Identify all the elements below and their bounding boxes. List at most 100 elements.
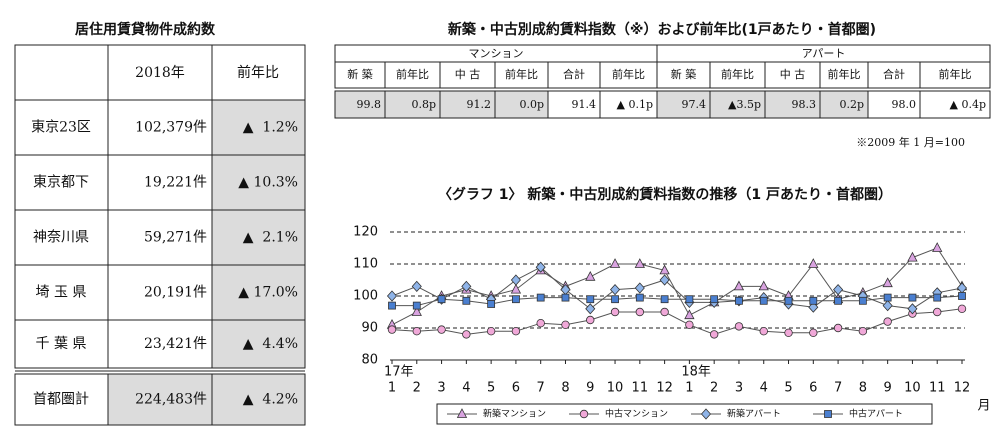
column-header: 合計 [563, 67, 585, 81]
marker [733, 280, 745, 291]
series-line [391, 247, 963, 326]
table-cell [334, 61, 386, 89]
x-tick-label: 5 [784, 381, 792, 396]
marker [634, 258, 645, 268]
marker [437, 295, 446, 304]
marker [882, 277, 893, 288]
marker [907, 251, 918, 262]
marker [536, 293, 545, 302]
table-cell [211, 209, 306, 266]
count-value: 19,221件 [144, 175, 207, 191]
column-header: 合計 [883, 67, 905, 81]
column-header: 新 築 [347, 67, 373, 81]
table-cell [334, 90, 386, 119]
x-tick-label: 2 [710, 381, 718, 396]
marker [512, 295, 520, 304]
table-cell [709, 61, 766, 89]
table-cell [867, 90, 921, 119]
marker [710, 295, 719, 304]
marker [610, 307, 620, 317]
marker [685, 295, 694, 304]
table-cell [211, 264, 306, 321]
marker [809, 328, 818, 337]
table-cell [107, 209, 213, 266]
index-value: ▲3.5p [728, 98, 761, 111]
x-tick-label: 10 [904, 381, 921, 396]
marker [586, 315, 595, 325]
marker [908, 293, 917, 302]
table-cell [211, 154, 306, 211]
table-cell [494, 90, 549, 119]
marker [858, 296, 867, 305]
table-cell [14, 373, 109, 426]
column-header: 前年比 [237, 64, 279, 81]
marker [462, 330, 471, 339]
count-value: 23,421件 [144, 336, 207, 352]
column-header: 前年比 [721, 67, 754, 81]
legend-label: 中古マンション [605, 408, 668, 420]
marker [659, 274, 670, 286]
index-value: ▲ 0.4p [950, 98, 987, 111]
x-tick-label: 9 [884, 381, 892, 396]
marker [709, 330, 719, 339]
x-tick-label: 12 [954, 381, 971, 396]
table-cell [709, 90, 766, 119]
marker [579, 409, 589, 419]
x-tick-label: 8 [561, 381, 569, 396]
series-line [392, 295, 963, 307]
chart-title: 〈グラフ 1〉 新築・中古別成約賃料指数の推移（1 戸あたり・首都圏） [438, 186, 892, 203]
row-label: 千 葉 県 [36, 336, 87, 352]
table-cell [211, 319, 306, 369]
yoy-value: ▲ 4.2% [243, 392, 298, 408]
index-value: 98.0 [892, 98, 917, 111]
marker [958, 292, 966, 300]
marker [882, 300, 893, 312]
marker [907, 303, 918, 315]
marker [437, 325, 446, 334]
legend-box [436, 403, 933, 425]
marker [586, 295, 595, 304]
table-cell [14, 44, 109, 101]
marker [759, 296, 768, 305]
index-value: 0.2p [839, 98, 864, 111]
column-header: 中 古 [455, 68, 481, 81]
marker [611, 295, 619, 304]
marker [388, 301, 396, 310]
yoy-value: ▲ 4.4% [243, 336, 298, 352]
marker [734, 322, 744, 331]
index-value: 91.2 [467, 98, 492, 111]
yoy-value: ▲ 10.3% [238, 175, 298, 191]
yoy-value: ▲ 2.1% [243, 230, 298, 246]
marker [758, 280, 769, 291]
x-tick-label: 3 [437, 381, 445, 396]
table-cell [107, 319, 213, 369]
marker [387, 325, 397, 334]
x-tick-label: 3 [735, 381, 743, 396]
marker [824, 410, 832, 418]
yoy-value: ▲ 17.0% [238, 285, 298, 301]
marker [659, 264, 670, 275]
marker [412, 327, 421, 336]
count-value: 59,271件 [144, 230, 207, 246]
marker [411, 280, 422, 292]
legend-label: 新築マンション [483, 408, 546, 420]
marker [684, 309, 695, 320]
marker [511, 327, 521, 336]
marker [932, 242, 943, 252]
marker [784, 328, 793, 337]
marker [660, 295, 669, 304]
x-tick-label: 10 [607, 381, 624, 396]
marker [456, 408, 468, 418]
marker [461, 280, 472, 292]
table-title: 新築・中古別成約賃料指数（※）および前年比(1戸あたり・首都圏) [448, 21, 876, 38]
x-tick-label: 1 [388, 381, 396, 396]
row-label: 東京23区 [31, 120, 91, 136]
table-cell [656, 90, 711, 119]
group-header: マンション [469, 47, 524, 60]
y-tick-label: 90 [361, 321, 378, 336]
table-cell [211, 373, 306, 426]
marker [784, 296, 793, 305]
column-header: 新 築 [671, 67, 697, 81]
